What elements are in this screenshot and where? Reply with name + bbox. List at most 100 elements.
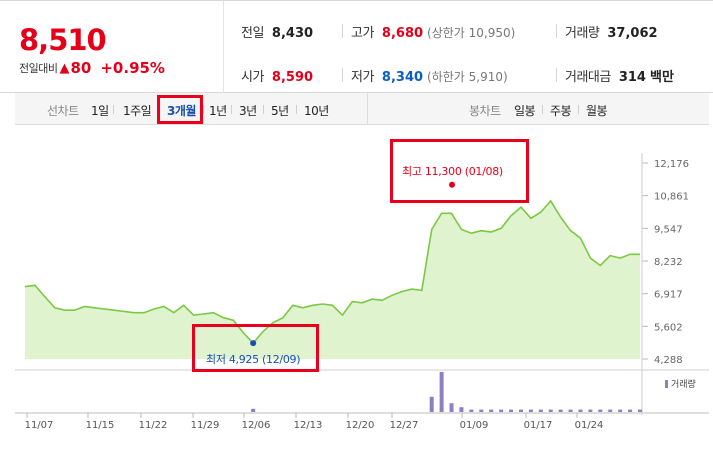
price-series-line — [24, 199, 640, 345]
tab-monthly-candle[interactable]: 월봉 — [586, 104, 608, 118]
divider — [231, 105, 232, 114]
volume-bar — [578, 409, 583, 412]
prev-close-label: 전일 — [241, 26, 264, 41]
volume-bar — [429, 396, 434, 412]
x-tick-label: 12/13 — [294, 420, 323, 431]
x-tick-label: 11/15 — [86, 420, 115, 431]
price-change-row: 전일대비 ▲ 80 +0.95% — [19, 59, 165, 77]
volume-bar — [251, 408, 256, 412]
chart-period-tabs: 선차트 1일 1주일 3개월 1년 3년 5년 10년 봉차트 일봉 주봉 월봉 — [15, 93, 709, 125]
active-tab-highlight — [157, 95, 203, 124]
divider — [263, 105, 264, 114]
x-tick-label: 11/07 — [25, 420, 54, 431]
open-label: 시가 — [241, 70, 264, 85]
volume-legend-icon — [665, 379, 668, 388]
high-value: 8,680 — [381, 26, 424, 41]
high-cell: 고가 8,680 (상한가 10,950) — [351, 22, 515, 41]
volume-bar — [518, 409, 523, 412]
divider — [203, 105, 204, 114]
volume-value: 37,062 — [607, 26, 658, 41]
volume-bar — [638, 409, 642, 412]
volume-legend: 거래량 — [665, 377, 696, 390]
volume-bar — [459, 407, 464, 412]
min-annotation-highlight — [192, 324, 319, 372]
volume-bar — [598, 409, 603, 412]
volume-bar — [439, 372, 444, 412]
price-area-fill — [25, 200, 640, 359]
divider — [296, 105, 297, 114]
low-cell: 저가 8,340 (하한가 5,910) — [351, 66, 508, 85]
trade-value-label: 거래대금 — [565, 70, 611, 85]
tab-10y[interactable]: 10년 — [304, 104, 329, 118]
prev-close-value: 8,430 — [271, 26, 314, 41]
tab-1d[interactable]: 1일 — [91, 104, 109, 118]
lower-limit-value: (하한가 5,910) — [427, 70, 508, 84]
divider — [556, 68, 557, 82]
volume-bar — [449, 403, 454, 412]
volume-bar — [628, 409, 633, 412]
trade-value-unit: 백만 — [649, 70, 674, 85]
tab-5y[interactable]: 5년 — [271, 104, 289, 118]
x-tick-label: 12/27 — [390, 420, 419, 431]
tab-1w[interactable]: 1주일 — [123, 104, 152, 118]
y-tick-label: 10,861 — [654, 192, 689, 203]
line-chart-title: 선차트 — [47, 104, 79, 118]
upper-limit-value: (상한가 10,950) — [427, 26, 516, 40]
open-value: 8,590 — [271, 70, 314, 85]
change-percent: +0.95% — [100, 59, 165, 77]
tab-1y[interactable]: 1년 — [209, 104, 227, 118]
x-tick-label: 12/20 — [346, 420, 375, 431]
open-cell: 시가 8,590 — [241, 66, 313, 85]
volume-bar — [618, 409, 623, 412]
volume-label: 거래량 — [565, 26, 600, 41]
divider — [367, 93, 368, 124]
volume-bar — [538, 409, 543, 412]
tab-daily-candle[interactable]: 일봉 — [514, 104, 536, 118]
volume-bar — [548, 409, 553, 412]
trade-value-cell: 거래대금 314 백만 — [565, 66, 674, 85]
price-chart-svg: 12,176 10,861 9,547 8,232 6,917 5,602 4,288 11… — [15, 153, 709, 431]
volume-bar — [528, 409, 533, 412]
volume-bar — [489, 409, 494, 412]
x-tick-label: 01/17 — [524, 420, 553, 431]
high-label: 고가 — [351, 26, 374, 41]
max-price-label: 최고 11,300 (01/08) — [402, 165, 503, 178]
tab-3m[interactable]: 3개월 — [167, 104, 196, 118]
divider — [542, 105, 543, 114]
prev-close-cell: 전일 8,430 — [241, 22, 313, 41]
volume-bar — [479, 409, 484, 412]
trade-value-value: 314 — [618, 70, 646, 85]
x-tick-label: 11/22 — [139, 420, 168, 431]
current-price: 8,510 — [19, 23, 107, 57]
price-chart: 12,176 10,861 9,547 8,232 6,917 5,602 4,288 11… — [0, 125, 713, 458]
x-tick-label: 11/29 — [191, 420, 220, 431]
volume-bar — [568, 409, 573, 412]
divider — [113, 105, 114, 114]
volume-bar — [558, 409, 563, 412]
up-arrow-icon: ▲ — [59, 60, 70, 76]
stock-quote-panel: 8,510 전일대비 ▲ 80 +0.95% 전일 8,430 고가 8,680… — [0, 0, 713, 93]
min-price-label: 최저 4,925 (12/09) — [206, 353, 301, 366]
volume-bar — [588, 409, 593, 412]
min-price-marker — [250, 340, 257, 347]
tab-weekly-candle[interactable]: 주봉 — [550, 104, 572, 118]
low-value: 8,340 — [381, 70, 424, 85]
volume-bar — [509, 409, 514, 412]
divider — [578, 105, 579, 114]
volume-bar — [608, 409, 613, 412]
divider — [556, 24, 557, 38]
y-tick-label: 8,232 — [654, 257, 683, 268]
max-annotation-highlight — [390, 139, 529, 203]
x-tick-label: 01/09 — [460, 420, 489, 431]
volume-bar — [469, 409, 474, 412]
volume-bar — [499, 409, 504, 412]
y-tick-label: 9,547 — [654, 224, 683, 235]
tab-3y[interactable]: 3년 — [239, 104, 257, 118]
volume-cell: 거래량 37,062 — [565, 22, 658, 41]
max-price-marker — [449, 181, 455, 188]
y-tick-label: 4,288 — [654, 355, 683, 366]
y-tick-label: 12,176 — [654, 159, 689, 170]
x-tick-label: 12/06 — [242, 420, 271, 431]
current-price-box: 8,510 전일대비 ▲ 80 +0.95% — [0, 1, 224, 93]
divider — [342, 24, 343, 38]
